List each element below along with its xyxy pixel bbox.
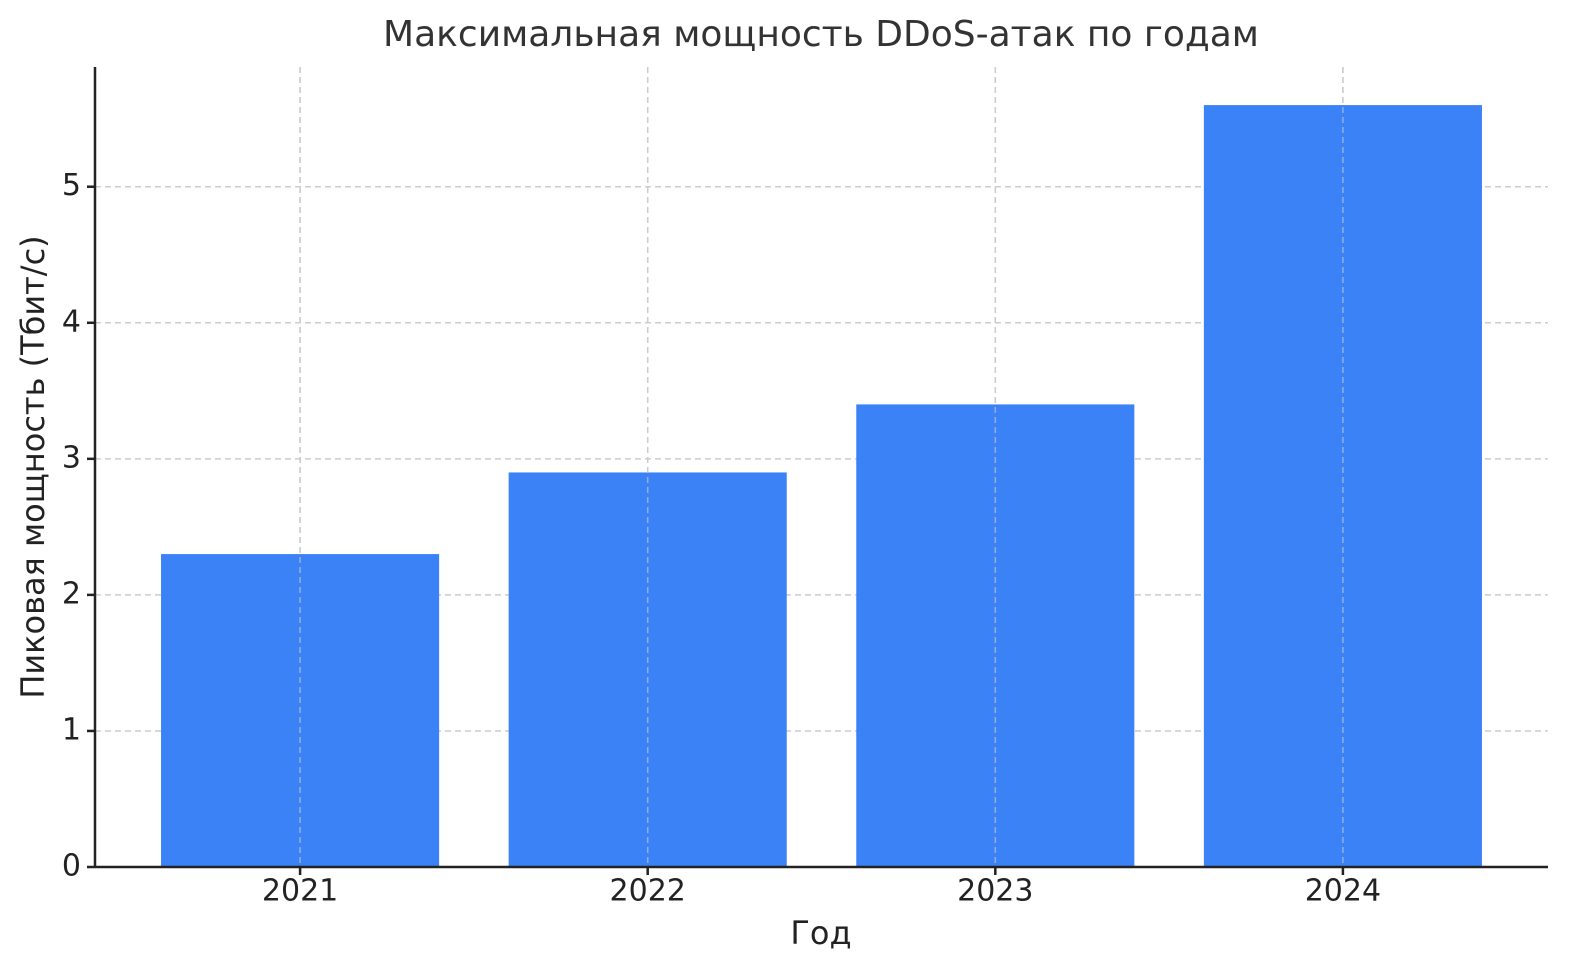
y-tick-label: 1 [62,712,81,747]
x-tick-label: 2023 [957,874,1033,909]
x-tick-label: 2024 [1305,874,1381,909]
y-tick-label: 5 [62,168,81,203]
y-tick-label: 2 [62,576,81,611]
chart-title: Максимальная мощность DDoS-атак по годам [383,14,1259,55]
x-axis-label: Год [790,914,851,952]
x-tick-label: 2022 [610,874,686,909]
y-tick-label: 3 [62,440,81,475]
y-axis-label: Пиковая мощность (Тбит/с) [14,235,52,698]
y-tick-label: 4 [62,304,81,339]
x-tick-label: 2021 [262,874,338,909]
y-tick-label: 0 [62,849,81,884]
